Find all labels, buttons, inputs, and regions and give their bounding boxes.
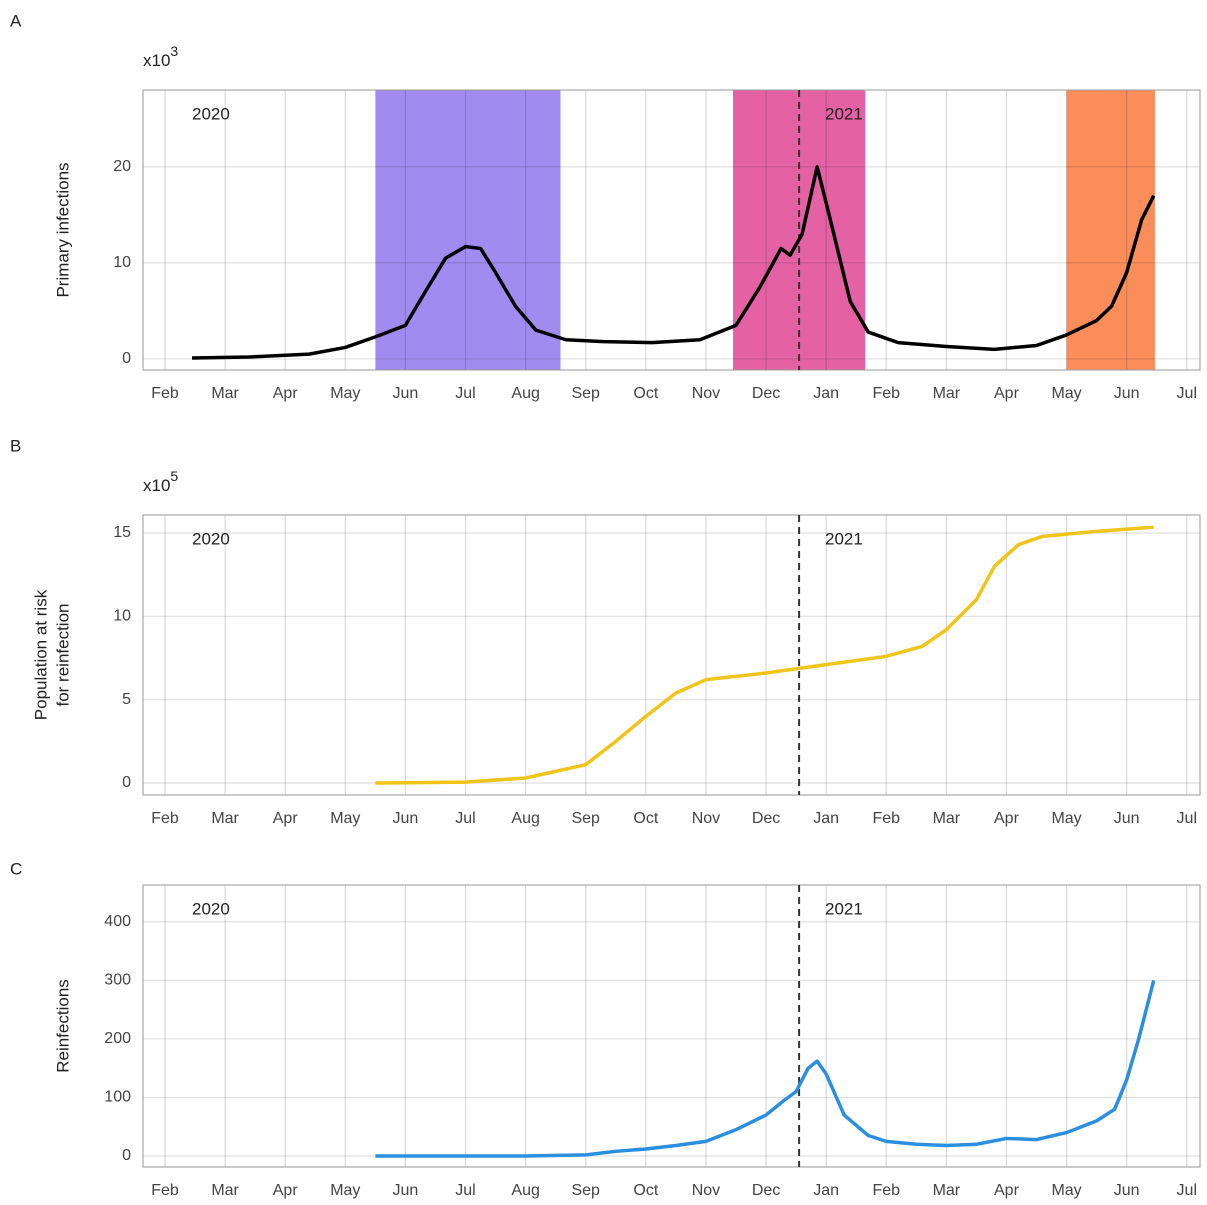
x-tick-label: Feb <box>151 810 179 827</box>
x-tick-label: Aug <box>511 810 539 827</box>
y-tick-label: 10 <box>113 254 131 271</box>
x-tick-label: May <box>1051 810 1081 827</box>
x-tick-label: Apr <box>994 1182 1020 1199</box>
year-label: 2021 <box>825 899 863 918</box>
x-tick-label: Apr <box>994 810 1020 827</box>
x-tick-label: Feb <box>151 385 179 402</box>
year-label: 2021 <box>825 104 863 123</box>
y-tick-label: 0 <box>122 350 131 367</box>
data-line <box>375 525 1154 785</box>
x-tick-label: Sep <box>571 1182 600 1199</box>
x-tick-label: Jun <box>393 810 419 827</box>
plot-frame <box>142 514 1201 796</box>
x-tick-label: May <box>1051 1182 1081 1199</box>
y-tick-label: 300 <box>104 972 131 989</box>
data-line <box>375 979 1156 1158</box>
x-tick-label: Sep <box>571 385 600 402</box>
x-tick-label: Aug <box>511 1182 539 1199</box>
y-tick-label: 10 <box>113 608 131 625</box>
y-tick-label: 20 <box>113 158 131 175</box>
x-tick-label: Jul <box>455 385 475 402</box>
y-tick-label: 100 <box>104 1089 131 1106</box>
x-tick-label: Nov <box>692 810 720 827</box>
year-label: 2020 <box>192 104 230 123</box>
x-tick-label: May <box>330 810 360 827</box>
x-tick-label: Oct <box>633 385 658 402</box>
x-tick-label: May <box>330 1182 360 1199</box>
x-tick-label: Jul <box>1177 385 1197 402</box>
x-tick-label: Oct <box>633 810 658 827</box>
y-tick-label: 15 <box>113 524 131 541</box>
x-tick-label: Jul <box>455 1182 475 1199</box>
year-label: 2020 <box>192 899 230 918</box>
x-tick-label: Jan <box>813 385 839 402</box>
y-tick-label: 0 <box>122 1147 131 1164</box>
x-tick-label: Jun <box>1114 385 1140 402</box>
x-tick-label: Mar <box>211 810 239 827</box>
data-line <box>192 165 1156 360</box>
x-tick-label: Jun <box>1114 1182 1140 1199</box>
scale-exponent: 3 <box>170 43 178 59</box>
x-tick-label: Jun <box>393 385 419 402</box>
x-tick-label: Feb <box>151 1182 179 1199</box>
x-tick-label: Nov <box>692 385 720 402</box>
x-tick-label: Jan <box>813 810 839 827</box>
x-tick-label: Feb <box>872 1182 900 1199</box>
x-tick-label: Feb <box>872 385 900 402</box>
x-tick-label: Mar <box>211 385 239 402</box>
panel-label: C <box>10 859 22 878</box>
x-tick-label: Mar <box>933 1182 961 1199</box>
x-tick-label: Mar <box>211 1182 239 1199</box>
x-tick-label: Apr <box>273 810 299 827</box>
x-tick-label: Jun <box>1114 810 1140 827</box>
y-tick-label: 200 <box>104 1030 131 1047</box>
x-tick-label: Nov <box>692 1182 720 1199</box>
y-tick-label: 0 <box>122 774 131 791</box>
x-tick-label: Apr <box>273 385 299 402</box>
x-tick-label: Apr <box>273 1182 299 1199</box>
x-tick-label: Feb <box>872 810 900 827</box>
panel-label: B <box>10 436 21 455</box>
scale-label: x105 <box>143 468 178 496</box>
y-axis-label: for reinfection <box>53 604 72 707</box>
scale-base: x10 <box>143 476 170 495</box>
year-label: 2021 <box>825 529 863 548</box>
x-tick-label: Jul <box>1177 810 1197 827</box>
scale-base: x10 <box>143 51 170 70</box>
plot-frame <box>142 89 1201 371</box>
scale-label: x103 <box>143 43 178 71</box>
y-tick-label: 400 <box>104 913 131 930</box>
x-tick-label: May <box>1051 385 1081 402</box>
x-tick-label: May <box>330 385 360 402</box>
scale-exponent: 5 <box>170 468 178 484</box>
plot-frame <box>142 884 1201 1168</box>
x-tick-label: Dec <box>752 810 780 827</box>
y-axis-label: Primary infections <box>53 162 72 297</box>
x-tick-label: Aug <box>511 385 539 402</box>
x-tick-label: Dec <box>752 385 780 402</box>
x-tick-label: Oct <box>633 1182 658 1199</box>
x-tick-label: Sep <box>571 810 600 827</box>
x-tick-label: Mar <box>933 385 961 402</box>
y-axis-label: Reinfections <box>53 979 72 1073</box>
y-axis-label: Population at risk <box>31 589 50 720</box>
x-tick-label: Apr <box>994 385 1020 402</box>
x-tick-label: Mar <box>933 810 961 827</box>
x-tick-label: Dec <box>752 1182 780 1199</box>
x-tick-label: Jan <box>813 1182 839 1199</box>
year-label: 2020 <box>192 529 230 548</box>
x-tick-label: Jul <box>1177 1182 1197 1199</box>
x-tick-label: Jun <box>393 1182 419 1199</box>
y-tick-label: 5 <box>122 691 131 708</box>
x-tick-label: Jul <box>455 810 475 827</box>
panel-label: A <box>10 11 22 30</box>
